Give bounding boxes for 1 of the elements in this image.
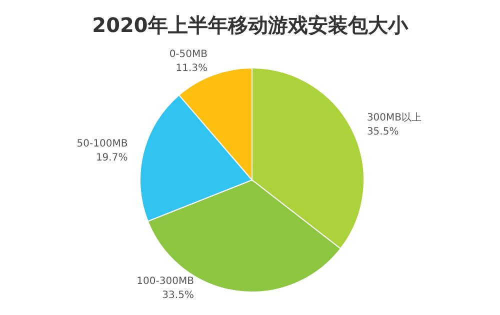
chart-title: 2020年上半年移动游戏安装包大小 bbox=[92, 13, 409, 37]
